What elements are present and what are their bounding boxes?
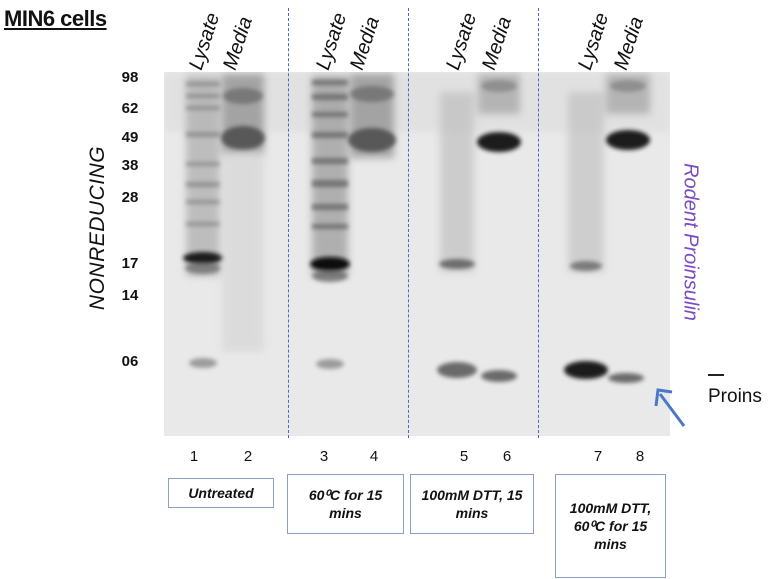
condition-dtt-60c-15min: 100mM DTT, 60⁰C for 15 mins bbox=[555, 474, 666, 578]
mw-label-98: 98 bbox=[121, 69, 139, 86]
blot-bands bbox=[164, 72, 670, 436]
lane-header-6: Media bbox=[478, 14, 516, 73]
mw-label-17: 17 bbox=[121, 255, 139, 272]
lane-number-7: 7 bbox=[593, 448, 603, 465]
lane-number-3: 3 bbox=[319, 448, 329, 465]
lane-number-6: 6 bbox=[502, 448, 512, 465]
western-blot-image bbox=[164, 72, 670, 436]
mw-label-62: 62 bbox=[121, 100, 139, 117]
lane-number-4: 4 bbox=[369, 448, 379, 465]
rodent-proinsulin-label: Rodent Proinsulin bbox=[679, 163, 702, 321]
arrow-up-left-icon bbox=[654, 388, 686, 427]
mw-label-06: 06 bbox=[121, 353, 139, 370]
lane-header-2: Media bbox=[219, 14, 257, 73]
lane-header-7: Lysate bbox=[574, 10, 614, 73]
figure-title: MIN6 cells bbox=[4, 6, 107, 31]
lane-number-1: 1 bbox=[189, 448, 199, 465]
lane-header-4: Media bbox=[346, 14, 384, 73]
mw-label-49: 49 bbox=[121, 129, 139, 146]
lane-number-8: 8 bbox=[635, 448, 645, 465]
mw-label-28: 28 bbox=[121, 189, 139, 206]
lane-divider-1 bbox=[288, 8, 289, 438]
mw-label-14: 14 bbox=[121, 287, 139, 304]
lane-number-5: 5 bbox=[459, 448, 469, 465]
mw-label-38: 38 bbox=[121, 157, 139, 174]
nonreducing-label: NONREDUCING bbox=[86, 145, 109, 311]
condition-untreated: Untreated bbox=[168, 478, 274, 508]
condition-dtt-15min: 100mM DTT, 15 mins bbox=[410, 474, 534, 534]
lane-number-2: 2 bbox=[243, 448, 253, 465]
lane-header-5: Lysate bbox=[442, 10, 482, 73]
lane-divider-3 bbox=[538, 8, 539, 438]
proins-text: Proins bbox=[708, 386, 762, 407]
lane-header-8: Media bbox=[610, 14, 648, 73]
condition-60c-15min: 60⁰C for 15 mins bbox=[287, 474, 404, 534]
lane-divider-2 bbox=[408, 8, 409, 438]
proins-band-label: Proins bbox=[708, 364, 778, 408]
dash-marker bbox=[708, 373, 724, 376]
